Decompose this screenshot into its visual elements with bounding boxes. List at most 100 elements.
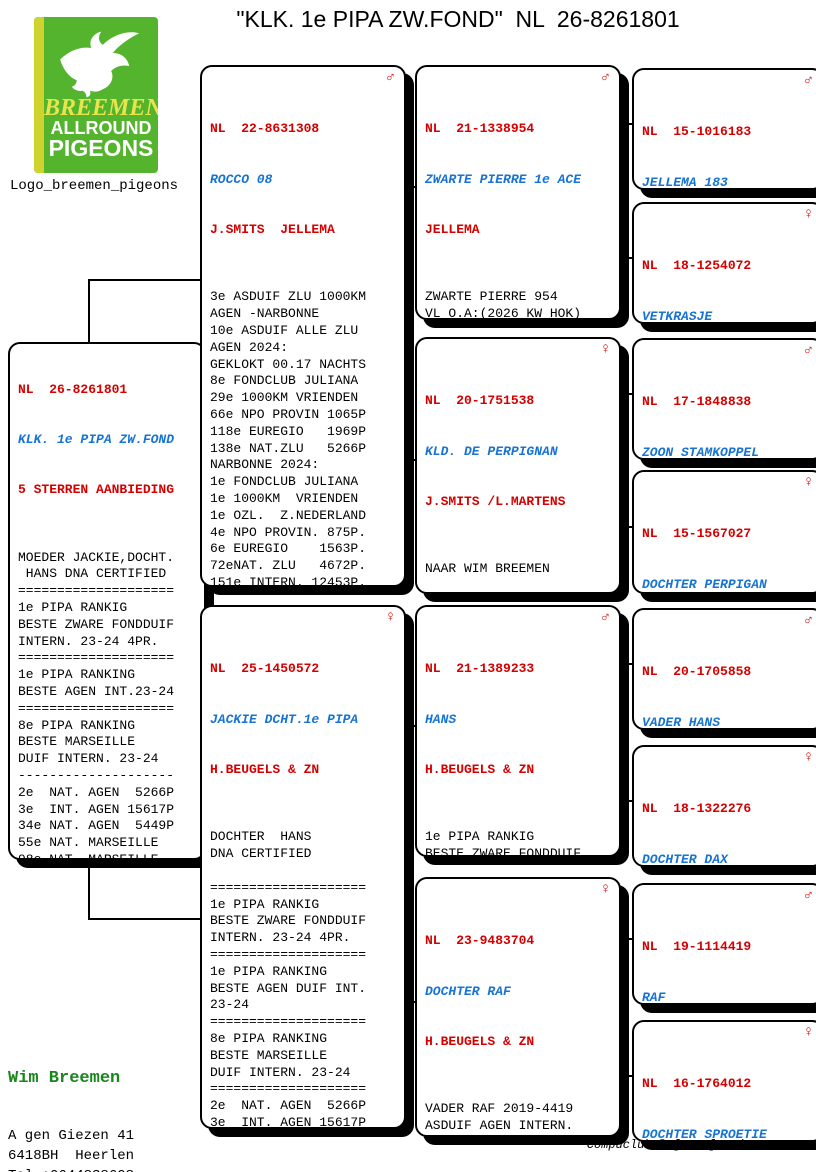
pedigree-box-nl-18-1254072: ♀ NL 18-1254072 VETKRASJE JELLEMA MOEDER… [632, 202, 816, 324]
connector-line [618, 526, 632, 528]
female-icon: ♀ [803, 1024, 813, 1041]
pedigree-box-nl-26-8261801: NL 26-8261801 KLK. 1e PIPA ZW.FOND 5 STE… [8, 342, 206, 860]
pigeon-icon [60, 31, 140, 98]
ring-number: NL 23-9483704 [425, 933, 535, 949]
breeder-name: J.SMITS /L.MARTENS [425, 494, 566, 510]
pigeon-name: RAF [642, 989, 666, 1005]
pigeon-name: DOCHTER SPROETIE [642, 1126, 767, 1142]
ring-number: NL 19-1114419 [642, 939, 752, 955]
connector-line [88, 279, 90, 344]
connector-line [618, 1075, 632, 1077]
pedigree-box-nl-15-1016183: ♂ NL 15-1016183 JELLEMA 183 JELLEMA VADE… [632, 68, 816, 190]
pigeon-name: JELLEMA 183 [642, 174, 728, 190]
performance-text: NAAR WIM BREEMEN V.ZOON STAMKOPPEL M. DO… [425, 561, 550, 577]
pedigree-box-nl-20-1751538: ♀ NL 20-1751538 KLD. DE PERPIGNAN J.SMIT… [415, 337, 621, 594]
female-icon: ♀ [803, 474, 813, 491]
breeder-name: 5 STERREN AANBIEDING [18, 482, 175, 498]
pigeon-name: KLD. DE PERPIGNAN [425, 443, 558, 459]
female-icon: ♀ [600, 341, 610, 358]
ring-number: NL 21-1389233 [425, 661, 535, 677]
logo-stripe [34, 17, 44, 173]
connector-line [88, 846, 90, 920]
pigeon-name: JACKIE DCHT.1e PIPA [210, 711, 359, 727]
pigeon-name: DOCHTER DAX [642, 851, 728, 867]
pigeon-name: KLK. 1e PIPA ZW.FOND [18, 431, 175, 447]
ring-number: NL 18-1322276 [642, 801, 752, 817]
breeder-name: JELLEMA [425, 222, 480, 238]
pigeon-name: DOCHTER PERPIGAN [642, 576, 767, 592]
pigeon-name: ROCCO 08 [210, 171, 273, 187]
software-credit: Compuclub © [9.52] Wim Breemen [586, 1138, 810, 1152]
logo-text-allround: ALLROUND [50, 118, 152, 138]
pedigree-box-nl-15-1567027: ♀ NL 15-1567027 DOCHTER PERPIGAN LEI MAR… [632, 470, 816, 594]
female-icon: ♀ [803, 749, 813, 766]
connector-line [618, 663, 632, 665]
ring-number: NL 18-1254072 [642, 258, 752, 274]
contact-address: A gen Giezen 41 6418BH Heerlen Tel.:0644… [8, 1128, 135, 1172]
pigeon-name: ZOON STAMKOPPEL [642, 444, 760, 460]
ring-number: NL 22-8631308 [210, 121, 320, 137]
ring-number: NL 20-1751538 [425, 393, 535, 409]
female-icon: ♀ [385, 609, 395, 626]
connector-line [88, 279, 200, 281]
pedigree-box-nl-22-8631308: ♂ NL 22-8631308 ROCCO 08 J.SMITS JELLEMA… [200, 65, 406, 587]
female-icon: ♀ [803, 206, 813, 223]
male-icon: ♂ [803, 887, 813, 904]
breeder-logo: BREEMEN ALLROUND PIGEONS [34, 17, 158, 173]
pedigree-box-nl-18-1322276: ♀ NL 18-1322276 DOCHTER DAX H.BEUGELS &Z… [632, 745, 816, 867]
pedigree-box-nl-20-1705858: ♂ NL 20-1705858 VADER HANS WINKENS-ROTHE… [632, 608, 816, 730]
ring-number: NL 21-1338954 [425, 121, 535, 137]
pigeon-name: HANS [425, 711, 457, 727]
male-icon: ♂ [385, 69, 395, 86]
performance-text: ZWARTE PIERRE 954 VL O.A:(2026 KW HOK) 1… [425, 289, 582, 320]
male-icon: ♂ [803, 72, 813, 89]
ring-number: NL 26-8261801 [18, 381, 128, 397]
connector-line [618, 123, 632, 125]
pedigree-box-nl-16-1764012: ♀ NL 16-1764012 DOCHTER SPROETIE H.BEUGE… [632, 1020, 816, 1142]
performance-text: VADER RAF 2019-4419 ASDUIF AGEN INTERN. … [425, 1101, 581, 1135]
connector-line [403, 186, 415, 188]
pigeon-name: VADER HANS [642, 714, 721, 730]
pedigree-box-nl-21-1389233: ♂ NL 21-1389233 HANS H.BEUGELS & ZN 1e P… [415, 605, 621, 857]
pigeon-name: DOCHTER RAF [425, 983, 511, 999]
performance-text: 1e PIPA RANKIG BESTE ZWARE FONDDUIF INTE… [425, 829, 582, 857]
performance-text: 3e ASDUIF ZLU 1000KM AGEN -NARBONNE 10e … [210, 289, 367, 587]
breeder-name: H.BEUGELS & ZN [210, 762, 320, 778]
ring-number: NL 15-1567027 [642, 526, 752, 542]
logo-caption: Logo_breemen_pigeons [10, 178, 179, 194]
performance-text: MOEDER JACKIE,DOCHT. HANS DNA CERTIFIED … [18, 549, 175, 860]
pedigree-box-nl-21-1338954: ♂ NL 21-1338954 ZWARTE PIERRE 1e ACE JEL… [415, 65, 621, 320]
pedigree-box-nl-17-1848838: ♂ NL 17-1848838 ZOON STAMKOPPEL JOHN SMI… [632, 338, 816, 460]
connector-line [618, 800, 632, 802]
connector-line [618, 938, 632, 940]
pigeon-name: ZWARTE PIERRE 1e ACE [425, 171, 582, 187]
male-icon: ♂ [803, 612, 813, 629]
contact-name: Wim Breemen [8, 1069, 121, 1088]
ring-number: NL 17-1848838 [642, 394, 752, 410]
ring-number: NL 25-1450572 [210, 661, 320, 677]
pedigree-box-nl-19-1114419: ♂ NL 19-1114419 RAF H.BEUGELS & ZN ASDUI… [632, 883, 816, 1005]
logo-text-pigeons: PIGEONS [48, 135, 154, 161]
breeder-name: J.SMITS JELLEMA [210, 222, 335, 238]
pedigree-box-nl-23-9483704: ♀ NL 23-9483704 DOCHTER RAF H.BEUGELS & … [415, 877, 621, 1137]
performance-text: DOCHTER HANS DNA CERTIFIED =============… [210, 829, 367, 1129]
connector-line [618, 393, 632, 395]
ring-number: NL 15-1016183 [642, 124, 752, 140]
ring-number: NL 16-1764012 [642, 1076, 752, 1092]
connector-line [403, 459, 415, 461]
connector-line [618, 257, 632, 259]
male-icon: ♂ [600, 609, 610, 626]
pigeon-name: VETKRASJE [642, 308, 713, 324]
female-icon: ♀ [600, 881, 610, 898]
contact-block: Wim Breemen A gen Giezen 41 6418BH Heerl… [8, 1032, 176, 1172]
connector-line [403, 725, 415, 727]
logo-text-breemen: BREEMEN [44, 95, 158, 121]
breeder-name: H.BEUGELS & ZN [425, 1034, 535, 1050]
page-title: "KLK. 1e PIPA ZW.FOND" NL 26-8261801 [236, 6, 680, 32]
male-icon: ♂ [600, 69, 610, 86]
connector-line [403, 1001, 415, 1003]
connector-line [88, 918, 200, 920]
ring-number: NL 20-1705858 [642, 664, 752, 680]
male-icon: ♂ [803, 342, 813, 359]
